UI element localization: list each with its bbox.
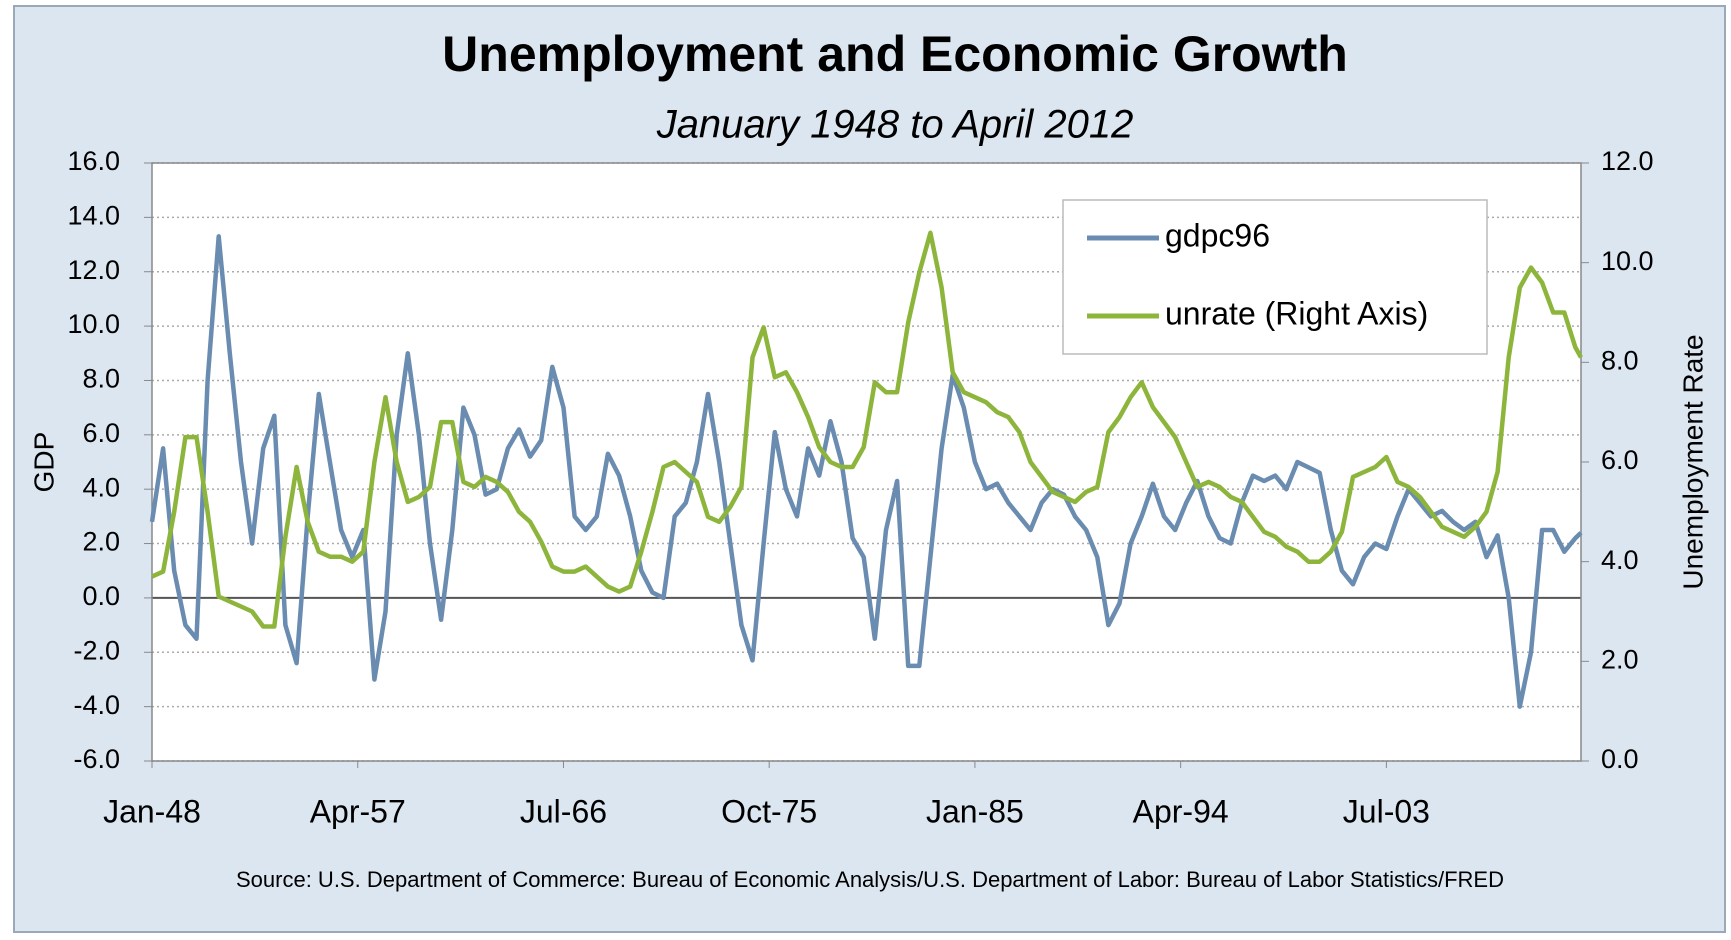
y-tick-label: 12.0 [67, 255, 120, 285]
series-line [151, 230, 1583, 629]
y-tick-label: 4.0 [82, 472, 120, 502]
x-tick-label: Jan-48 [103, 793, 201, 829]
x-tick-label: Jul-66 [520, 793, 607, 829]
legend-label: gdpc96 [1165, 217, 1270, 253]
y-tick-label: 10.0 [67, 309, 120, 339]
y-tick-label: 14.0 [67, 200, 120, 230]
chart-title: Unemployment and Economic Growth [442, 26, 1348, 82]
y2-tick-label: 8.0 [1601, 345, 1639, 375]
y2-tick-label: 4.0 [1601, 545, 1639, 575]
y2-tick-label: 2.0 [1601, 644, 1639, 674]
y2-tick-label: 0.0 [1601, 744, 1639, 774]
legend-box [1062, 199, 1488, 355]
x-tick-label: Jan-85 [926, 793, 1024, 829]
source-note: Source: U.S. Department of Commerce: Bur… [236, 867, 1504, 892]
y2-tick-label: 6.0 [1601, 445, 1639, 475]
legend-label: unrate (Right Axis) [1165, 295, 1428, 331]
plot-border [151, 162, 1582, 762]
y2-axis-label: Unemployment Rate [1677, 334, 1708, 589]
y-tick-label: -4.0 [73, 690, 120, 720]
x-tick-label: Apr-94 [1133, 793, 1229, 829]
y-tick-label: -2.0 [73, 635, 120, 665]
y-tick-label: 6.0 [82, 418, 120, 448]
chart-subtitle: January 1948 to April 2012 [656, 103, 1134, 147]
y-tick-label: 8.0 [82, 364, 120, 394]
x-tick-label: Oct-75 [721, 793, 817, 829]
y-tick-label: 0.0 [82, 581, 120, 611]
series-line [149, 234, 1583, 709]
y-tick-label: -6.0 [73, 744, 120, 774]
y2-tick-label: 12.0 [1601, 146, 1654, 176]
y2-tick-label: 10.0 [1601, 246, 1654, 276]
y-tick-label: 16.0 [67, 146, 120, 176]
y-axis-label: GDP [28, 432, 59, 493]
x-tick-label: Jul-03 [1343, 793, 1430, 829]
x-tick-label: Apr-57 [310, 793, 406, 829]
y-tick-label: 2.0 [82, 527, 120, 557]
